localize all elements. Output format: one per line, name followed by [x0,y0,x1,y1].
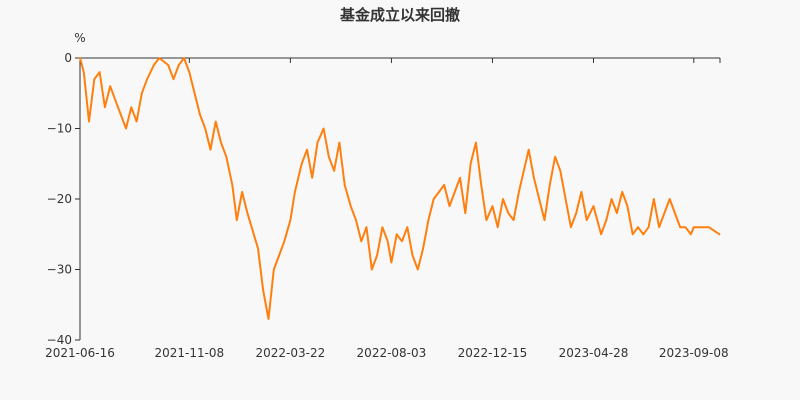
drawdown-line [79,57,721,320]
chart-title: 基金成立以来回撤 [339,6,460,24]
y-axis-unit: % [74,31,85,45]
y-tick-label: −30 [47,263,72,277]
x-tick-label: 2023-04-28 [559,346,629,360]
x-tick-label: 2023-09-08 [659,346,729,360]
series-group [79,57,721,320]
x-tick-label: 2021-11-08 [154,346,224,360]
y-tick-label: −40 [47,333,72,347]
x-tick-label: 2022-12-15 [458,346,528,360]
y-tick-label: 0 [64,51,72,65]
y-tick-label: −20 [47,192,72,206]
x-tick-label: 2021-06-16 [45,346,115,360]
x-tick-label: 2022-08-03 [357,346,427,360]
x-tick-label: 2022-03-22 [256,346,326,360]
y-tick-label: −10 [47,122,72,136]
